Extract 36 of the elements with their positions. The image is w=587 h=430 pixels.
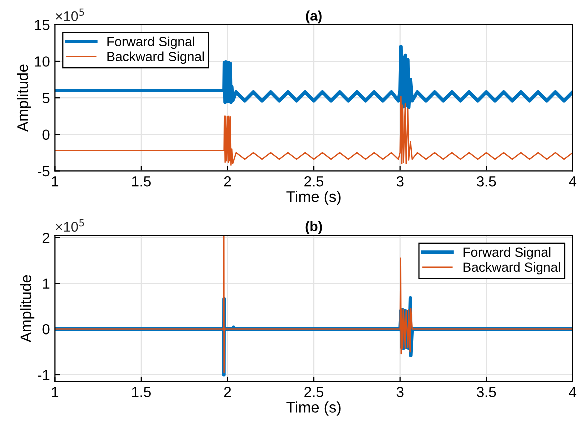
y-tick-label: 0 <box>42 130 50 140</box>
legend-label: Backward Signal <box>108 52 204 64</box>
y-axis-title: Amplitude <box>17 64 32 132</box>
legend-label: Backward Signal <box>464 262 560 275</box>
x-tick-label: 4 <box>569 176 577 187</box>
x-tick-label: 1.5 <box>132 176 151 187</box>
chart-title: (a) <box>306 10 322 24</box>
text: ×10$^{5}$ <box>56 219 84 232</box>
legend-label: Forward Signal <box>464 247 551 260</box>
x-tick-label: 3 <box>396 176 404 187</box>
y-tick-label: 5 <box>42 93 50 104</box>
y-axis-title: Amplitude <box>20 275 35 343</box>
text: ×10$^{5}$ <box>56 8 84 22</box>
y-tick-label: 1 <box>43 278 50 289</box>
legend-label: Forward Signal <box>108 36 194 50</box>
x-axis-title: Time (s) <box>286 402 341 416</box>
y-tick-label: 10 <box>35 56 50 67</box>
chart-title: (b) <box>306 221 322 234</box>
x-tick-label: 1 <box>52 176 59 187</box>
x-tick-label: 2 <box>224 387 232 398</box>
x-tick-label: 1 <box>52 387 59 398</box>
y-tick-label: 0 <box>42 324 50 335</box>
x-axis-title: Time (s) <box>286 191 341 206</box>
x-tick-label: 3.5 <box>477 387 496 398</box>
x-tick-label: 1.5 <box>132 387 151 398</box>
y-tick-label: -1 <box>38 370 50 380</box>
x-tick-label: 2 <box>224 176 232 187</box>
x-tick-label: 2.5 <box>304 387 324 398</box>
line-series <box>55 96 573 166</box>
x-tick-label: 4 <box>569 387 577 398</box>
x-tick-label: 3.5 <box>477 176 496 187</box>
y-tick-label: -5 <box>38 166 50 177</box>
y-tick-label: 2 <box>42 232 50 244</box>
x-tick-label: 3 <box>396 387 404 398</box>
y-tick-label: 15 <box>35 20 50 30</box>
x-tick-label: 2.5 <box>304 176 324 187</box>
